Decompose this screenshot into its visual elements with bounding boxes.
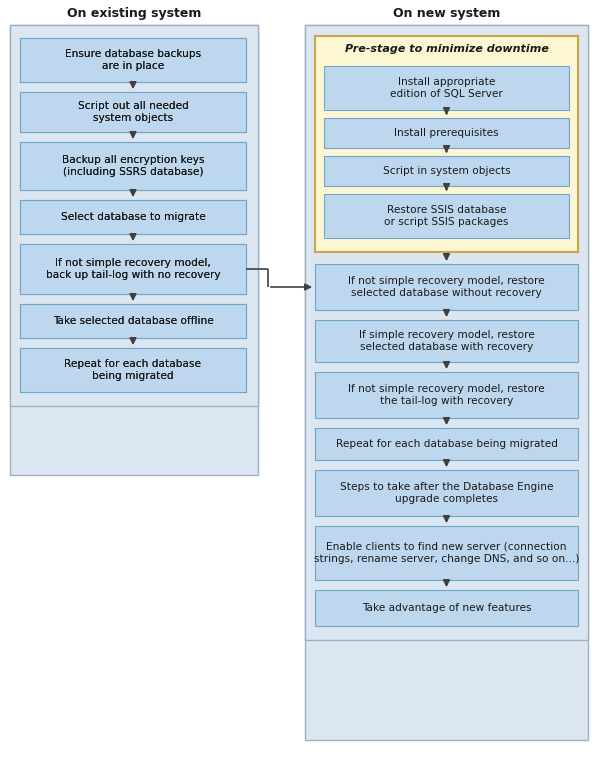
Text: Steps to take after the Database Engine
upgrade completes: Steps to take after the Database Engine …	[340, 482, 553, 504]
Bar	[305, 25, 588, 640]
Bar	[20, 142, 246, 190]
Bar	[20, 244, 246, 294]
Text: If not simple recovery model, restore
selected database without recovery: If not simple recovery model, restore se…	[348, 276, 545, 298]
Bar	[315, 470, 578, 516]
Text: Take advantage of new features: Take advantage of new features	[362, 603, 531, 613]
Bar	[324, 156, 569, 186]
Text: Take selected database offline: Take selected database offline	[53, 316, 214, 326]
Bar	[20, 304, 246, 338]
Bar	[20, 304, 246, 338]
Bar	[20, 200, 246, 234]
Text: Take selected database offline: Take selected database offline	[53, 316, 214, 326]
Text: If simple recovery model, restore
selected database with recovery: If simple recovery model, restore select…	[359, 330, 535, 352]
Text: Ensure database backups
are in place: Ensure database backups are in place	[65, 49, 201, 71]
Bar	[20, 200, 246, 234]
Bar	[315, 320, 578, 362]
Bar	[20, 142, 246, 190]
Text: On existing system: On existing system	[67, 8, 201, 20]
Text: If not simple recovery model,
back up tail-log with no recovery: If not simple recovery model, back up ta…	[46, 258, 220, 280]
Text: Script in system objects: Script in system objects	[383, 166, 511, 176]
Bar	[20, 92, 246, 132]
Bar	[324, 194, 569, 238]
Bar	[20, 92, 246, 132]
Bar	[20, 38, 246, 82]
Bar	[20, 348, 246, 392]
Bar	[20, 244, 246, 294]
Text: Select database to migrate: Select database to migrate	[61, 212, 205, 222]
Text: Install appropriate
edition of SQL Server: Install appropriate edition of SQL Serve…	[390, 77, 503, 99]
Text: Enable clients to find new server (connection
strings, rename server, change DNS: Enable clients to find new server (conne…	[314, 542, 579, 564]
Bar	[315, 590, 578, 626]
Bar	[20, 38, 246, 82]
Text: Repeat for each database being migrated: Repeat for each database being migrated	[335, 439, 557, 449]
Text: Script out all needed
system objects: Script out all needed system objects	[77, 101, 188, 123]
Text: Pre-stage to minimize downtime: Pre-stage to minimize downtime	[344, 44, 548, 54]
Text: Install prerequisites: Install prerequisites	[394, 128, 499, 138]
Text: Repeat for each database
being migrated: Repeat for each database being migrated	[65, 359, 202, 381]
Bar	[20, 348, 246, 392]
Text: Backup all encryption keys
(including SSRS database): Backup all encryption keys (including SS…	[62, 155, 204, 177]
Bar	[315, 526, 578, 580]
Bar	[324, 118, 569, 148]
Bar	[10, 25, 258, 406]
Bar	[315, 36, 578, 252]
Bar	[10, 25, 258, 475]
Text: If not simple recovery model, restore
the tail-log with recovery: If not simple recovery model, restore th…	[348, 384, 545, 406]
Text: Backup all encryption keys
(including SSRS database): Backup all encryption keys (including SS…	[62, 155, 204, 177]
Bar	[315, 428, 578, 460]
Text: Select database to migrate: Select database to migrate	[61, 212, 205, 222]
Text: If not simple recovery model,
back up tail-log with no recovery: If not simple recovery model, back up ta…	[46, 258, 220, 280]
Text: On new system: On new system	[393, 8, 500, 20]
Text: Restore SSIS database
or script SSIS packages: Restore SSIS database or script SSIS pac…	[385, 205, 509, 227]
Bar	[315, 372, 578, 418]
Bar	[305, 25, 588, 740]
Bar	[324, 66, 569, 110]
Text: Ensure database backups
are in place: Ensure database backups are in place	[65, 49, 201, 71]
Bar	[315, 264, 578, 310]
Text: Script out all needed
system objects: Script out all needed system objects	[77, 101, 188, 123]
Text: Repeat for each database
being migrated: Repeat for each database being migrated	[65, 359, 202, 381]
